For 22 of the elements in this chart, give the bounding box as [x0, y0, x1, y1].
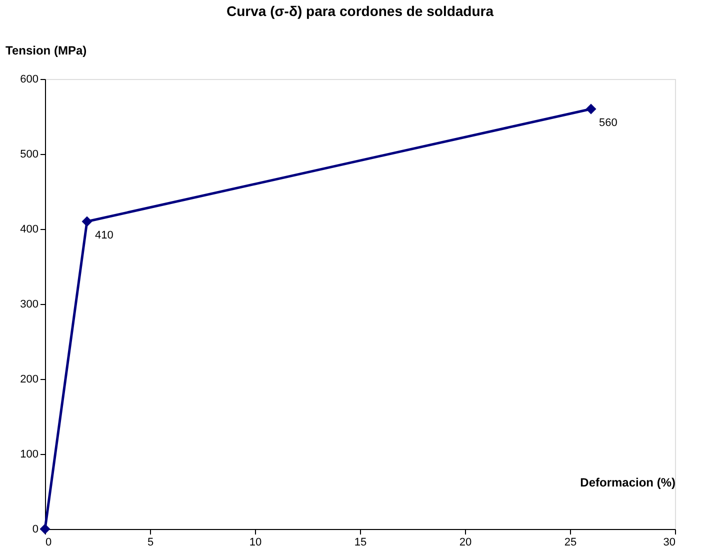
x-tick-label: 30: [663, 536, 676, 548]
point: [586, 104, 596, 114]
point: [82, 216, 92, 227]
x-axis-title: Deformacion (%): [580, 476, 676, 490]
x-tick-label: 25: [564, 536, 577, 548]
y-axis-title: Tension (MPa): [6, 44, 87, 58]
y-tick-label: 400: [20, 224, 38, 236]
y-tick-label: 600: [20, 74, 38, 86]
chart-title: Curva (σ-δ) para cordones de soldadura: [226, 3, 494, 19]
y-tick-label: 0: [32, 524, 38, 536]
data-label: 560: [599, 117, 618, 129]
x-tick-label: 10: [249, 536, 262, 548]
y-tick-label: 200: [20, 374, 38, 386]
x-tick-label: 5: [147, 536, 154, 548]
y-tick-label: 300: [20, 298, 38, 310]
x-tick-label: 20: [459, 536, 472, 548]
data-label: 410: [95, 230, 114, 242]
y-tick-label: 500: [20, 148, 38, 160]
x-tick-label: 15: [354, 536, 367, 548]
x-tick-label: 0: [46, 536, 52, 548]
point: [40, 524, 50, 534]
y-tick-label: 100: [20, 448, 38, 460]
